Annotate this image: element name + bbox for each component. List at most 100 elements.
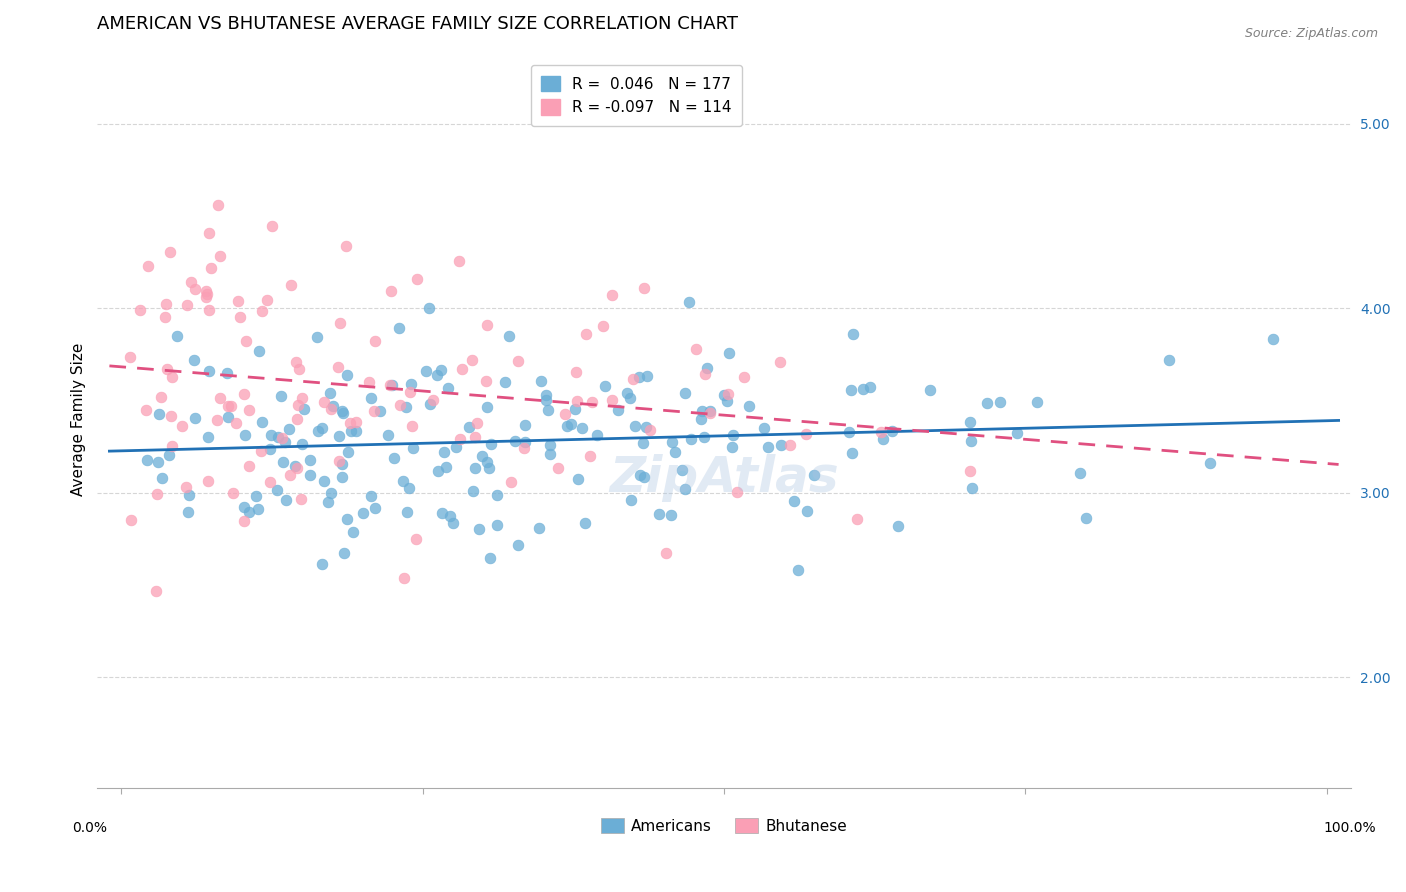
- Point: [779, 437, 801, 451]
- Point: [363, 404, 385, 418]
- Point: [233, 428, 256, 442]
- Point: [226, 294, 249, 309]
- Point: [633, 469, 655, 483]
- Point: [328, 428, 350, 442]
- Point: [247, 343, 270, 358]
- Point: [713, 388, 735, 402]
- Point: [460, 352, 482, 367]
- Point: [461, 483, 484, 498]
- Point: [852, 382, 875, 396]
- Point: [716, 394, 738, 409]
- Point: [352, 506, 374, 520]
- Point: [392, 474, 415, 488]
- Point: [319, 385, 342, 400]
- Point: [693, 367, 716, 381]
- Point: [245, 489, 267, 503]
- Point: [673, 385, 696, 400]
- Point: [401, 418, 423, 433]
- Point: [592, 318, 614, 333]
- Point: [387, 321, 409, 335]
- Point: [332, 546, 354, 560]
- Point: [217, 400, 239, 414]
- Point: [960, 434, 983, 449]
- Point: [180, 275, 202, 289]
- Point: [156, 361, 179, 376]
- Point: [426, 464, 449, 478]
- Point: [184, 282, 207, 296]
- Point: [633, 281, 655, 295]
- Point: [571, 421, 593, 435]
- Point: [298, 468, 321, 483]
- Point: [284, 458, 307, 473]
- Point: [195, 285, 218, 299]
- Point: [233, 386, 256, 401]
- Point: [170, 419, 193, 434]
- Point: [959, 464, 981, 478]
- Point: [150, 390, 173, 404]
- Point: [737, 399, 759, 413]
- Point: [217, 409, 239, 424]
- Point: [219, 399, 242, 413]
- Point: [148, 407, 170, 421]
- Point: [444, 440, 467, 454]
- Point: [291, 437, 314, 451]
- Point: [364, 334, 387, 348]
- Point: [600, 288, 623, 302]
- Point: [160, 370, 183, 384]
- Point: [988, 395, 1011, 409]
- Point: [270, 389, 292, 403]
- Point: [215, 366, 238, 380]
- Point: [336, 512, 359, 526]
- Point: [664, 445, 686, 459]
- Point: [432, 445, 454, 459]
- Point: [207, 198, 229, 212]
- Point: [449, 432, 471, 446]
- Point: [479, 437, 502, 451]
- Point: [280, 278, 302, 293]
- Point: [527, 521, 550, 535]
- Point: [330, 457, 353, 471]
- Point: [399, 384, 422, 399]
- Text: 100.0%: 100.0%: [1323, 822, 1375, 836]
- Point: [882, 424, 904, 438]
- Text: AMERICAN VS BHUTANESE AVERAGE FAMILY SIZE CORRELATION CHART: AMERICAN VS BHUTANESE AVERAGE FAMILY SIZ…: [97, 15, 738, 33]
- Point: [415, 364, 437, 378]
- Point: [250, 444, 273, 458]
- Point: [195, 287, 218, 301]
- Point: [616, 385, 638, 400]
- Point: [769, 355, 792, 369]
- Point: [364, 501, 387, 516]
- Point: [555, 419, 578, 434]
- Point: [506, 353, 529, 368]
- Point: [515, 435, 537, 450]
- Point: [842, 327, 865, 342]
- Point: [274, 434, 297, 449]
- Point: [360, 489, 382, 503]
- Point: [256, 293, 278, 307]
- Point: [284, 355, 307, 369]
- Point: [328, 453, 350, 467]
- Point: [159, 245, 181, 260]
- Point: [976, 396, 998, 410]
- Point: [322, 399, 344, 413]
- Text: 0.0%: 0.0%: [72, 822, 107, 836]
- Point: [673, 482, 696, 496]
- Point: [475, 318, 498, 333]
- Point: [200, 261, 222, 276]
- Point: [634, 420, 657, 434]
- Point: [439, 509, 461, 524]
- Point: [287, 398, 309, 412]
- Point: [319, 485, 342, 500]
- Point: [381, 377, 404, 392]
- Point: [330, 404, 353, 418]
- Point: [513, 442, 536, 456]
- Y-axis label: Average Family Size: Average Family Size: [72, 343, 86, 496]
- Point: [194, 290, 217, 304]
- Point: [340, 424, 363, 438]
- Point: [457, 420, 479, 434]
- Point: [960, 482, 983, 496]
- Point: [671, 463, 693, 477]
- Point: [485, 518, 508, 533]
- Point: [330, 470, 353, 484]
- Point: [498, 328, 520, 343]
